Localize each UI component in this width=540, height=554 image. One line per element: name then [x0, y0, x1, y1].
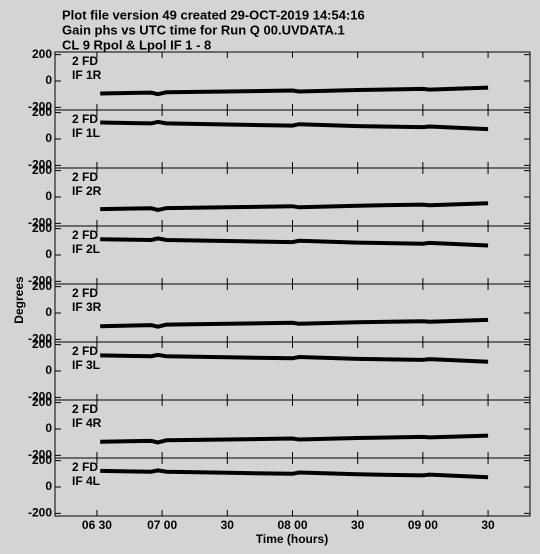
- header-line: CL 9 Rpol & Lpol IF 1 - 8: [62, 37, 211, 52]
- y-tick-label: 0: [45, 363, 52, 377]
- y-tick-label: -200: [28, 158, 52, 172]
- data-line: [100, 201, 489, 212]
- y-tick-label: 0: [45, 131, 52, 145]
- panel-frame: [54, 283, 531, 343]
- panel-frame: [54, 341, 531, 401]
- panel-frame: [54, 109, 531, 169]
- x-tick-label: 30: [351, 518, 365, 532]
- y-tick-label: 200: [32, 395, 52, 409]
- y-tick-label: -200: [28, 274, 52, 288]
- y-tick-label: 0: [45, 73, 52, 87]
- y-tick-label: 200: [32, 163, 52, 177]
- x-axis-label: Time (hours): [256, 532, 328, 546]
- y-tick-label: 0: [45, 479, 52, 493]
- panel-annotation: IF 1R: [72, 68, 102, 82]
- y-tick-label: -200: [28, 448, 52, 462]
- panel-annotation: 2 FD: [72, 460, 98, 474]
- panel-annotation: IF 2L: [72, 242, 100, 256]
- data-line: [100, 352, 489, 364]
- y-tick-label: -200: [28, 390, 52, 404]
- y-tick-label: 200: [32, 279, 52, 293]
- data-line: [100, 317, 489, 329]
- panel-annotation: 2 FD: [72, 54, 98, 68]
- x-tick-label: 06 30: [82, 518, 112, 532]
- panel-annotation: IF 3L: [72, 358, 100, 372]
- y-tick-label: 0: [45, 247, 52, 261]
- data-line: [100, 433, 489, 445]
- header-line: Gain phs vs UTC time for Run Q 00.UVDATA…: [62, 22, 345, 37]
- x-tick-label: 30: [481, 518, 495, 532]
- y-tick-label: 0: [45, 421, 52, 435]
- y-tick-label: -200: [28, 506, 52, 520]
- y-tick-label: 200: [32, 47, 52, 61]
- panel-annotation: IF 1L: [72, 126, 100, 140]
- data-line: [100, 468, 489, 480]
- y-tick-label: 200: [32, 453, 52, 467]
- x-tick-label: 09 00: [408, 518, 438, 532]
- panel-frame: [54, 457, 531, 517]
- y-tick-label: 200: [32, 337, 52, 351]
- panel-frame: [54, 225, 531, 285]
- panel-annotation: 2 FD: [72, 402, 98, 416]
- header-line: Plot file version 49 created 29-OCT-2019…: [62, 7, 365, 22]
- y-axis-label: Degrees: [12, 276, 26, 324]
- y-tick-label: -200: [28, 216, 52, 230]
- y-tick-label: 200: [32, 105, 52, 119]
- y-tick-label: 0: [45, 189, 52, 203]
- panel-annotation: 2 FD: [72, 344, 98, 358]
- y-tick-label: 200: [32, 221, 52, 235]
- panel-annotation: IF 4R: [72, 416, 102, 430]
- panel-annotation: 2 FD: [72, 286, 98, 300]
- y-tick-label: 0: [45, 305, 52, 319]
- panel-frame: [54, 51, 531, 111]
- panel-annotation: 2 FD: [72, 112, 98, 126]
- data-line: [100, 85, 489, 97]
- panel-frame: [54, 399, 531, 459]
- panel-annotation: IF 3R: [72, 300, 102, 314]
- y-tick-label: -200: [28, 100, 52, 114]
- x-tick-label: 08 00: [277, 518, 307, 532]
- data-line: [100, 119, 489, 132]
- y-tick-label: -200: [28, 332, 52, 346]
- panel-annotation: 2 FD: [72, 170, 98, 184]
- panel-frame: [54, 167, 531, 227]
- data-line: [100, 236, 489, 248]
- x-tick-label: 30: [221, 518, 235, 532]
- panel-annotation: IF 2R: [72, 184, 102, 198]
- panel-annotation: 2 FD: [72, 228, 98, 242]
- x-tick-label: 07 00: [147, 518, 177, 532]
- panel-annotation: IF 4L: [72, 474, 100, 488]
